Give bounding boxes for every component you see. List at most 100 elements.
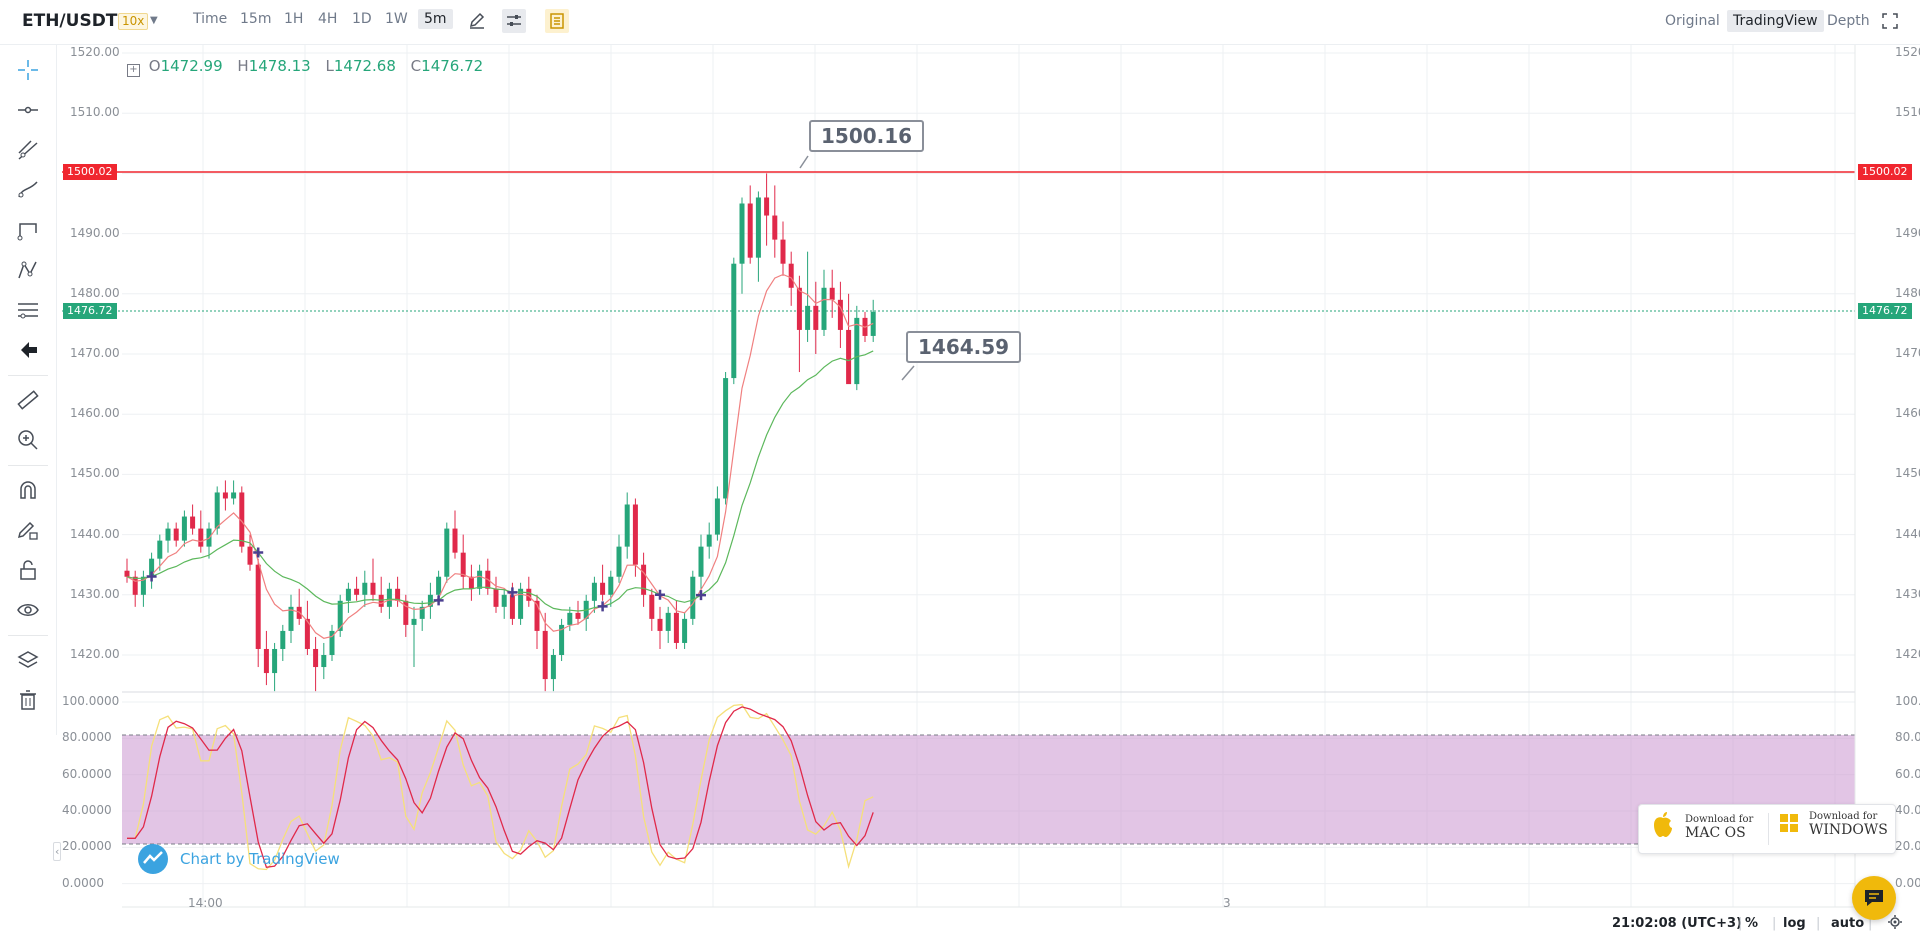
price-label-left: 1510.00	[70, 105, 120, 120]
magnet-icon[interactable]	[12, 475, 44, 505]
tradingview-logo-icon	[138, 844, 168, 874]
chat-support-button[interactable]	[1852, 876, 1896, 920]
high-callout-pointer	[799, 155, 809, 169]
candle-body	[837, 299, 843, 330]
tab-1d[interactable]: 1D	[352, 11, 372, 27]
fullscreen-icon[interactable]	[1878, 9, 1902, 33]
cross-marker	[253, 547, 264, 558]
eye-icon[interactable]	[12, 595, 44, 625]
tradingview-watermark[interactable]: Chart by TradingView	[138, 844, 340, 874]
tab-1h[interactable]: 1H	[284, 11, 304, 27]
candle-body	[304, 618, 310, 649]
crosshair-icon[interactable]	[12, 55, 44, 85]
view-depth[interactable]: Depth	[1827, 13, 1870, 29]
chart-settings-gear-icon[interactable]	[1888, 915, 1902, 933]
time-label-3: 3	[1223, 896, 1231, 910]
candle-body	[813, 305, 819, 330]
view-original[interactable]: Original	[1665, 13, 1720, 29]
low-callout[interactable]: 1464.59	[906, 331, 1022, 363]
high-callout[interactable]: 1500.16	[809, 120, 925, 152]
symbol-pair[interactable]: ETH/USDT	[22, 11, 118, 31]
candle-body	[641, 564, 647, 595]
tab-time[interactable]: Time	[193, 11, 228, 27]
stoch-label-right: 0.0000	[1895, 875, 1920, 890]
cross-marker	[507, 587, 518, 598]
candle-body	[723, 378, 729, 499]
ohlc-low-label: L	[325, 57, 334, 75]
drawing-toolbar	[0, 45, 57, 735]
price-label-left: 1490.00	[70, 225, 120, 240]
layers-icon[interactable]	[12, 645, 44, 675]
candles	[124, 173, 876, 692]
download-windows-button[interactable]: Download for WINDOWS	[1779, 811, 1888, 838]
brush-icon[interactable]	[12, 175, 44, 205]
candle-body	[436, 576, 442, 595]
download-mac-button[interactable]: Download for MAC OS	[1651, 811, 1753, 843]
settings-sliders-icon[interactable]	[502, 9, 526, 33]
download-app-box: Download for MAC OS Download for WINDOWS	[1638, 804, 1896, 854]
ohlc-open-label: O	[148, 57, 161, 75]
ohlc-legend: + O1472.99 H1478.13 L1472.68 C1476.72	[127, 57, 493, 77]
stoch-label-left: 100.0000	[62, 694, 120, 708]
pencil-icon[interactable]	[465, 9, 489, 33]
candle-body	[288, 606, 294, 631]
collapse-panel-icon[interactable]: ‹	[53, 842, 62, 861]
candle-body	[190, 516, 196, 529]
candle-body	[181, 516, 187, 541]
candle-body	[616, 546, 622, 577]
candle-body	[632, 504, 638, 565]
tab-1w[interactable]: 1W	[385, 11, 408, 27]
tab-4h[interactable]: 4H	[318, 11, 338, 27]
stoch-label-left: 80.0000	[62, 730, 112, 745]
candle-body	[247, 546, 253, 565]
candle-body	[345, 588, 351, 601]
view-tradingview[interactable]: TradingView	[1727, 10, 1824, 32]
indicators-icon[interactable]	[545, 9, 569, 33]
trash-icon[interactable]	[12, 685, 44, 715]
fib-retracement-icon[interactable]	[12, 295, 44, 325]
candle-body	[165, 528, 171, 541]
candle-body	[157, 540, 163, 559]
candle-body	[452, 528, 458, 553]
ruler-icon[interactable]	[12, 385, 44, 415]
low-callout-pointer	[901, 365, 915, 381]
price-label-right: 1460.00	[1895, 406, 1920, 421]
trend-lines-icon[interactable]	[12, 135, 44, 165]
candle-body	[673, 612, 679, 643]
auto-scale-button[interactable]: auto	[1831, 916, 1865, 931]
chevron-down-icon[interactable]: ▼	[150, 15, 158, 26]
log-scale-button[interactable]: log	[1783, 916, 1806, 931]
lock-drawing-icon[interactable]	[12, 515, 44, 545]
cross-marker	[146, 571, 157, 582]
tab-5m[interactable]: 5m	[418, 9, 453, 29]
candle-body	[386, 588, 392, 607]
zoom-in-icon[interactable]	[12, 425, 44, 455]
candle-body	[772, 215, 778, 240]
watermark-text: Chart by TradingView	[180, 850, 340, 868]
candle-body	[624, 504, 630, 547]
price-label-left: 1460.00	[70, 406, 120, 421]
price-label-right: 1470.00	[1895, 346, 1920, 360]
alert-price-badge-right: 1500.02	[1858, 164, 1912, 180]
pattern-icon[interactable]	[12, 255, 44, 285]
stoch-label-right: 100.0000	[1895, 694, 1920, 708]
arrow-left-icon[interactable]	[12, 335, 44, 365]
horizontal-line-icon[interactable]	[12, 95, 44, 125]
ohlc-high: 1478.13	[248, 57, 311, 75]
price-label-right: 1490.00	[1895, 225, 1920, 240]
candle-body	[493, 588, 499, 607]
percent-scale-button[interactable]: %	[1745, 916, 1759, 931]
cross-marker	[655, 589, 665, 600]
candle-body	[575, 612, 581, 619]
stoch-label-right: 60.0000	[1895, 766, 1920, 781]
unlock-icon[interactable]	[12, 555, 44, 585]
leverage-badge[interactable]: 10x	[118, 13, 149, 30]
legend-toggle-icon[interactable]: +	[127, 64, 140, 77]
windows-icon	[1779, 813, 1799, 837]
candle-body	[542, 630, 548, 680]
shape-rectangle-icon[interactable]	[12, 215, 44, 245]
ohlc-low: 1472.68	[333, 57, 396, 75]
candle-body	[321, 655, 327, 668]
tab-15m[interactable]: 15m	[240, 11, 272, 27]
